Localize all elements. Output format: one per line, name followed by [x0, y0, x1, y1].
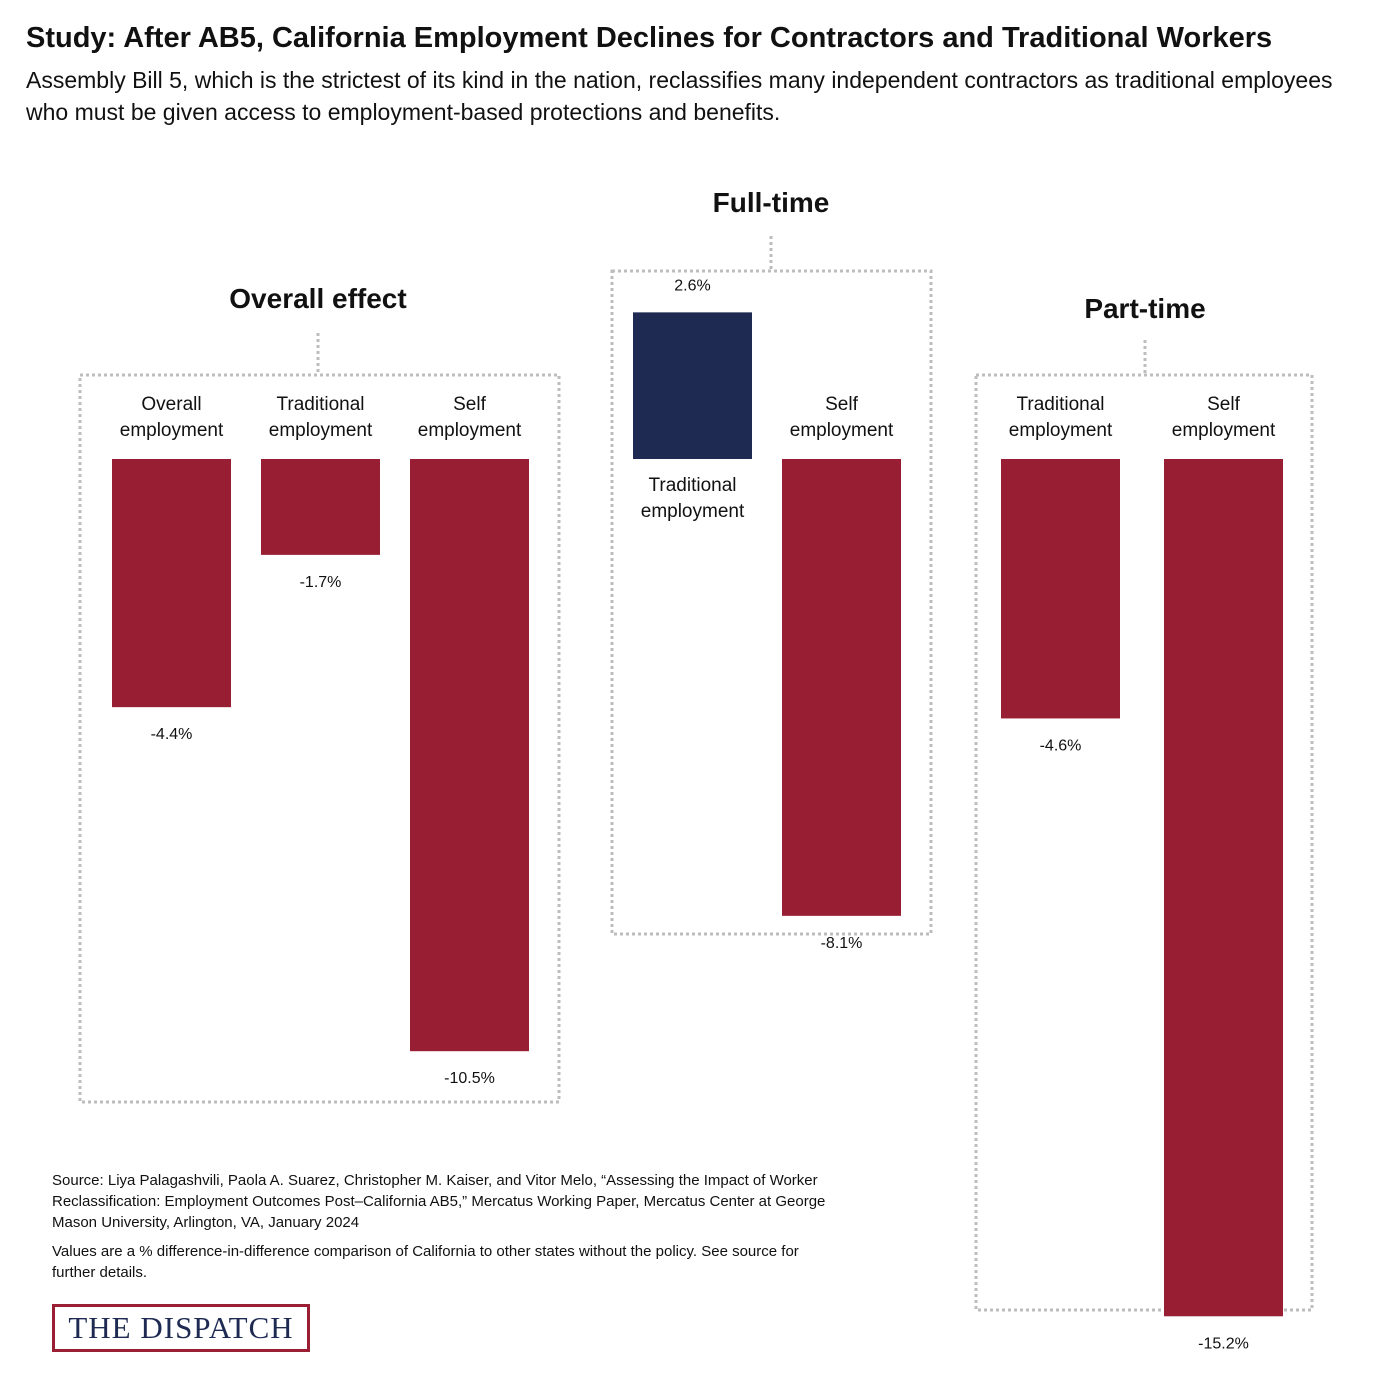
category-label-overall-effect-self-employment: Self [453, 394, 486, 415]
group-frame-part-time [974, 373, 1314, 1312]
category-label-overall-effect-self-employment-2: employment [418, 420, 522, 441]
value-label-full-time-self-employment: -8.1% [821, 935, 863, 952]
category-label-part-time-traditional-employment: Traditional [1016, 394, 1104, 415]
group-title-part-time: Part-time [1084, 293, 1205, 324]
value-label-full-time-traditional-employment: 2.6% [674, 277, 710, 294]
source-note: Source: Liya Palagashvili, Paola A. Suar… [52, 1172, 826, 1231]
chart-title: Study: After AB5, California Employment … [26, 22, 1273, 54]
value-label-overall-effect-overall-employment: -4.4% [151, 726, 193, 743]
methodology-note: Values are a % difference-in-difference … [52, 1243, 799, 1281]
value-label-part-time-self-employment: -15.2% [1198, 1335, 1249, 1352]
category-label-overall-effect-traditional-employment: Traditional [276, 394, 364, 415]
category-label-overall-effect-overall-employment: Overall [141, 394, 201, 415]
bar-part-time-traditional-employment [1001, 459, 1120, 719]
category-label-part-time-self-employment: Self [1207, 394, 1240, 415]
publisher-logo: THE DISPATCH [52, 1304, 310, 1352]
bar-overall-effect-traditional-employment [261, 459, 380, 555]
category-label-part-time-self-employment-2: employment [1172, 420, 1276, 441]
logo-text: THE DISPATCH [68, 1310, 294, 1345]
bar-overall-effect-self-employment [410, 459, 529, 1052]
bar-full-time-self-employment [782, 459, 901, 916]
chart-subtitle: Assembly Bill 5, which is the strictest … [26, 67, 1333, 125]
group-title-overall-effect: Overall effect [229, 283, 406, 314]
category-label-overall-effect-traditional-employment-2: employment [269, 420, 373, 441]
category-label-part-time-traditional-employment-2: employment [1009, 420, 1113, 441]
group-title-full-time: Full-time [713, 187, 830, 218]
category-label-full-time-self-employment-2: employment [790, 420, 894, 441]
category-label-full-time-traditional-employment-2: employment [641, 501, 745, 522]
group-frame-full-time [610, 269, 933, 936]
bar-full-time-traditional-employment [633, 312, 752, 459]
category-label-overall-effect-overall-employment-2: employment [120, 420, 224, 441]
value-label-overall-effect-self-employment: -10.5% [444, 1070, 495, 1087]
category-label-full-time-traditional-employment: Traditional [648, 475, 736, 496]
value-label-part-time-traditional-employment: -4.6% [1040, 737, 1082, 754]
category-label-full-time-self-employment: Self [825, 394, 858, 415]
value-label-overall-effect-traditional-employment: -1.7% [300, 574, 342, 591]
bar-part-time-self-employment [1164, 459, 1283, 1317]
group-frame-overall-effect [78, 373, 561, 1104]
bar-overall-effect-overall-employment [112, 459, 231, 708]
